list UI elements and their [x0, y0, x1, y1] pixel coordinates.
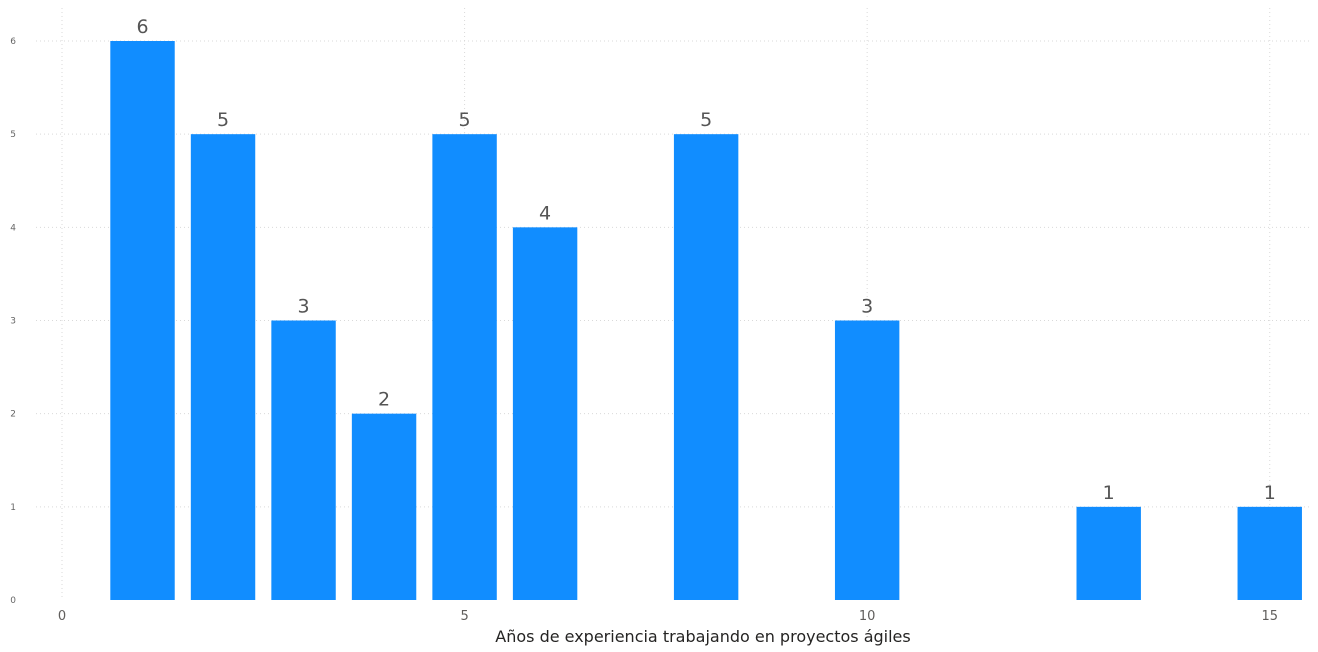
data-label: 5 — [459, 109, 471, 131]
data-label: 5 — [217, 109, 229, 131]
data-label: 3 — [861, 296, 873, 318]
bar — [1238, 507, 1302, 600]
bar — [513, 227, 577, 600]
x-tick-label: 0 — [58, 609, 66, 624]
bar — [835, 321, 899, 601]
x-tick-label: 15 — [1261, 609, 1278, 624]
y-tick-label: 3 — [10, 317, 16, 327]
data-label: 6 — [136, 16, 148, 38]
bar — [191, 134, 255, 600]
y-tick-label: 5 — [10, 130, 16, 140]
x-tick-label: 5 — [460, 609, 468, 624]
data-label: 5 — [700, 109, 712, 131]
x-axis-ticks: 0 5 10 15 — [58, 609, 1278, 624]
data-label: 1 — [1264, 482, 1276, 504]
bar — [432, 134, 496, 600]
x-tick-label: 10 — [859, 609, 876, 624]
data-label: 1 — [1103, 482, 1115, 504]
y-tick-label: 0 — [10, 596, 16, 606]
data-label: 3 — [298, 296, 310, 318]
y-tick-label: 6 — [10, 37, 16, 47]
data-label: 2 — [378, 389, 390, 411]
y-axis-ticks: 0 1 2 3 4 5 6 — [10, 37, 16, 606]
bar — [674, 134, 738, 600]
bar — [1077, 507, 1141, 600]
y-tick-label: 4 — [10, 223, 16, 233]
bar — [352, 414, 416, 600]
data-label: 4 — [539, 202, 551, 224]
y-tick-label: 1 — [10, 503, 16, 513]
bar — [110, 41, 174, 600]
x-axis-title: Años de experiencia trabajando en proyec… — [495, 627, 910, 646]
bar — [271, 321, 335, 601]
y-tick-label: 2 — [10, 410, 16, 420]
